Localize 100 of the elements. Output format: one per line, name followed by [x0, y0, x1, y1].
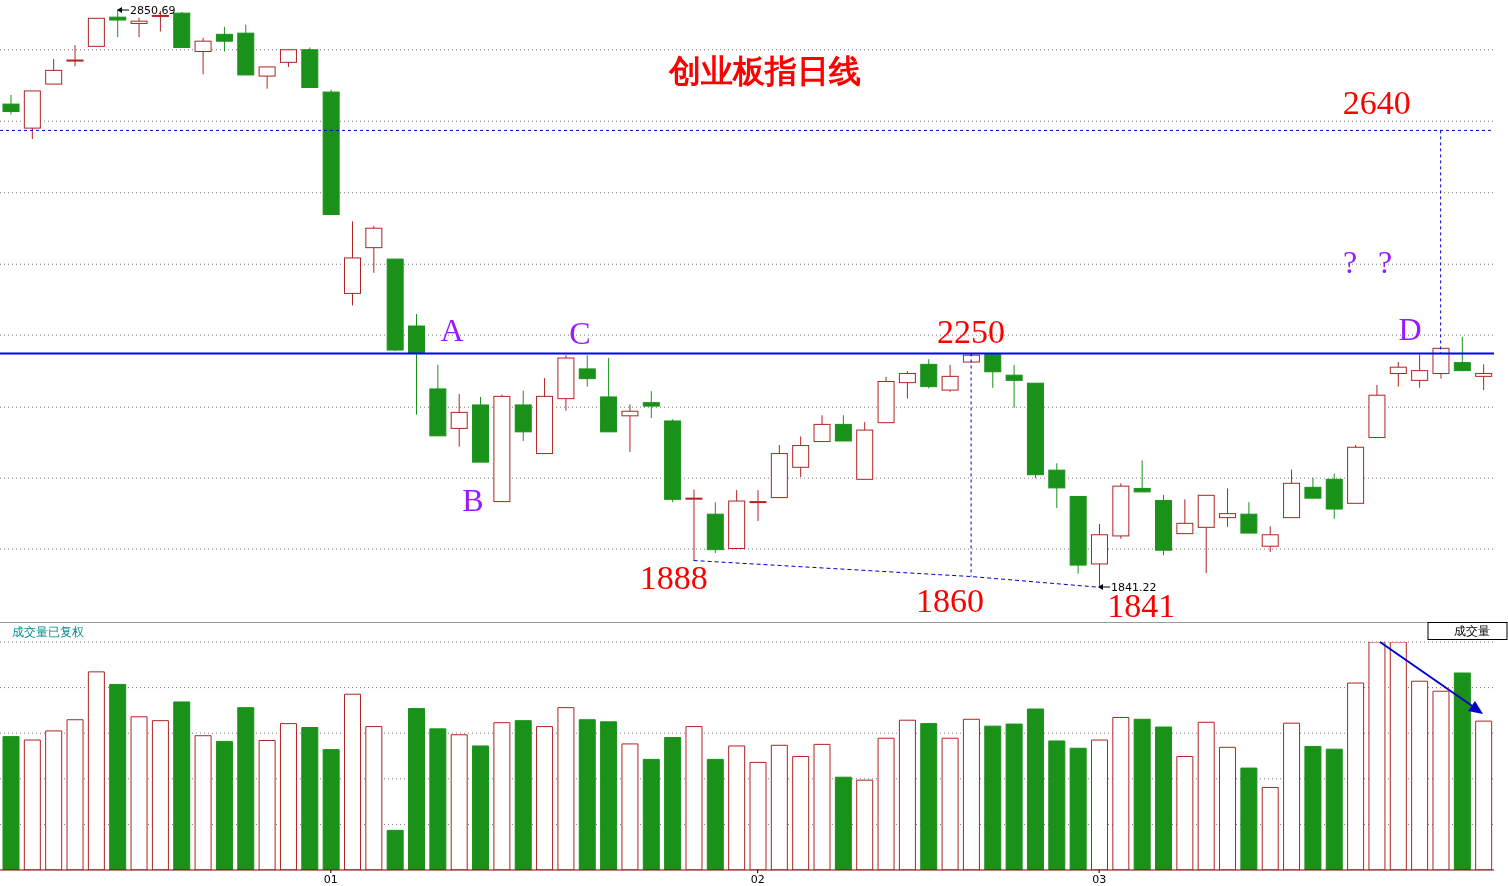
candlestick — [1475, 363, 1493, 391]
candlestick — [2, 94, 20, 115]
bar — [343, 693, 361, 870]
bar — [2, 736, 20, 870]
text: 成交量 — [1454, 624, 1490, 638]
candlestick — [109, 9, 127, 38]
bar — [1261, 786, 1279, 870]
x-tick-label: 03 — [1092, 872, 1107, 886]
bar — [962, 718, 980, 870]
bar — [834, 776, 852, 870]
bar — [109, 683, 127, 870]
candlestick — [1453, 336, 1471, 372]
bar — [365, 726, 383, 870]
bar — [920, 723, 938, 870]
bar — [151, 720, 169, 870]
data-label: 1888 — [639, 558, 708, 596]
bar — [1283, 722, 1301, 870]
bar — [66, 719, 84, 870]
annotation: ? — [1342, 244, 1358, 280]
candlestick — [215, 26, 233, 52]
bar — [1133, 718, 1151, 870]
candlestick — [920, 358, 938, 389]
candlestick — [258, 66, 276, 90]
bar — [386, 829, 404, 870]
bar — [1197, 721, 1215, 870]
bar — [941, 737, 959, 870]
bar — [578, 719, 596, 870]
candlestick — [685, 489, 703, 562]
bar — [685, 726, 703, 870]
bar — [87, 671, 105, 870]
bar — [1432, 690, 1450, 870]
bar — [621, 743, 639, 870]
x-tick-label: 02 — [750, 872, 765, 886]
bar — [1411, 680, 1429, 870]
bar — [237, 707, 255, 870]
data-label: 1860 — [916, 581, 985, 619]
bar — [706, 758, 724, 870]
bar — [429, 728, 447, 870]
bar — [1069, 747, 1087, 870]
bar — [792, 755, 810, 870]
bar — [1325, 748, 1343, 870]
candlestick — [1261, 525, 1279, 553]
candlestick — [834, 414, 852, 442]
ref-line-label: 2250 — [937, 313, 1006, 351]
bar — [1090, 739, 1108, 870]
annotation: 2850.69 — [130, 4, 176, 17]
bar — [877, 737, 895, 870]
candlestick — [1304, 477, 1322, 499]
candlestick — [1133, 459, 1151, 493]
candlestick — [898, 370, 916, 400]
bar — [1389, 642, 1407, 870]
bar — [1026, 708, 1044, 870]
candlestick — [45, 58, 63, 85]
candlestick — [813, 414, 831, 443]
bar — [856, 779, 874, 870]
bar — [408, 708, 426, 870]
candlestick — [194, 37, 212, 75]
bar — [536, 726, 554, 870]
bar — [728, 745, 746, 870]
bar — [642, 758, 660, 870]
annotation: D — [1398, 311, 1422, 348]
candlestick — [450, 393, 468, 448]
annotation: A — [440, 312, 464, 348]
candlestick — [1411, 354, 1429, 389]
bar — [1453, 672, 1471, 870]
bar — [301, 727, 319, 870]
text: 创业板指日线 — [668, 52, 861, 90]
candlestick — [1176, 498, 1194, 535]
bar — [1304, 745, 1322, 870]
bar — [194, 735, 212, 870]
bar — [215, 740, 233, 870]
bar — [493, 722, 511, 870]
candlestick — [1389, 361, 1407, 388]
x-tick-label: 01 — [323, 872, 338, 886]
candlestick — [984, 354, 1002, 389]
bar — [45, 730, 63, 870]
bar — [1368, 642, 1386, 870]
bar — [1005, 723, 1023, 870]
annotation: 1841.22 — [1111, 581, 1157, 594]
candlestick — [1219, 487, 1237, 528]
bar — [664, 737, 682, 870]
ref-line-label: 2640 — [1342, 84, 1411, 122]
candlestick — [1240, 501, 1258, 534]
bar — [23, 739, 41, 870]
candlestick — [66, 44, 84, 67]
candlestick — [642, 390, 660, 419]
candlestick — [621, 403, 639, 453]
bar — [1475, 720, 1493, 870]
bar — [1347, 682, 1365, 870]
bar — [1176, 755, 1194, 870]
bar — [130, 716, 148, 870]
candlestick — [1005, 364, 1023, 409]
bar — [514, 720, 532, 870]
candlestick — [1048, 462, 1066, 509]
candlestick — [792, 435, 810, 478]
bar — [322, 749, 340, 870]
candlestick — [365, 225, 383, 274]
bar — [450, 734, 468, 870]
bar — [1155, 726, 1173, 870]
candlestick — [749, 489, 767, 522]
